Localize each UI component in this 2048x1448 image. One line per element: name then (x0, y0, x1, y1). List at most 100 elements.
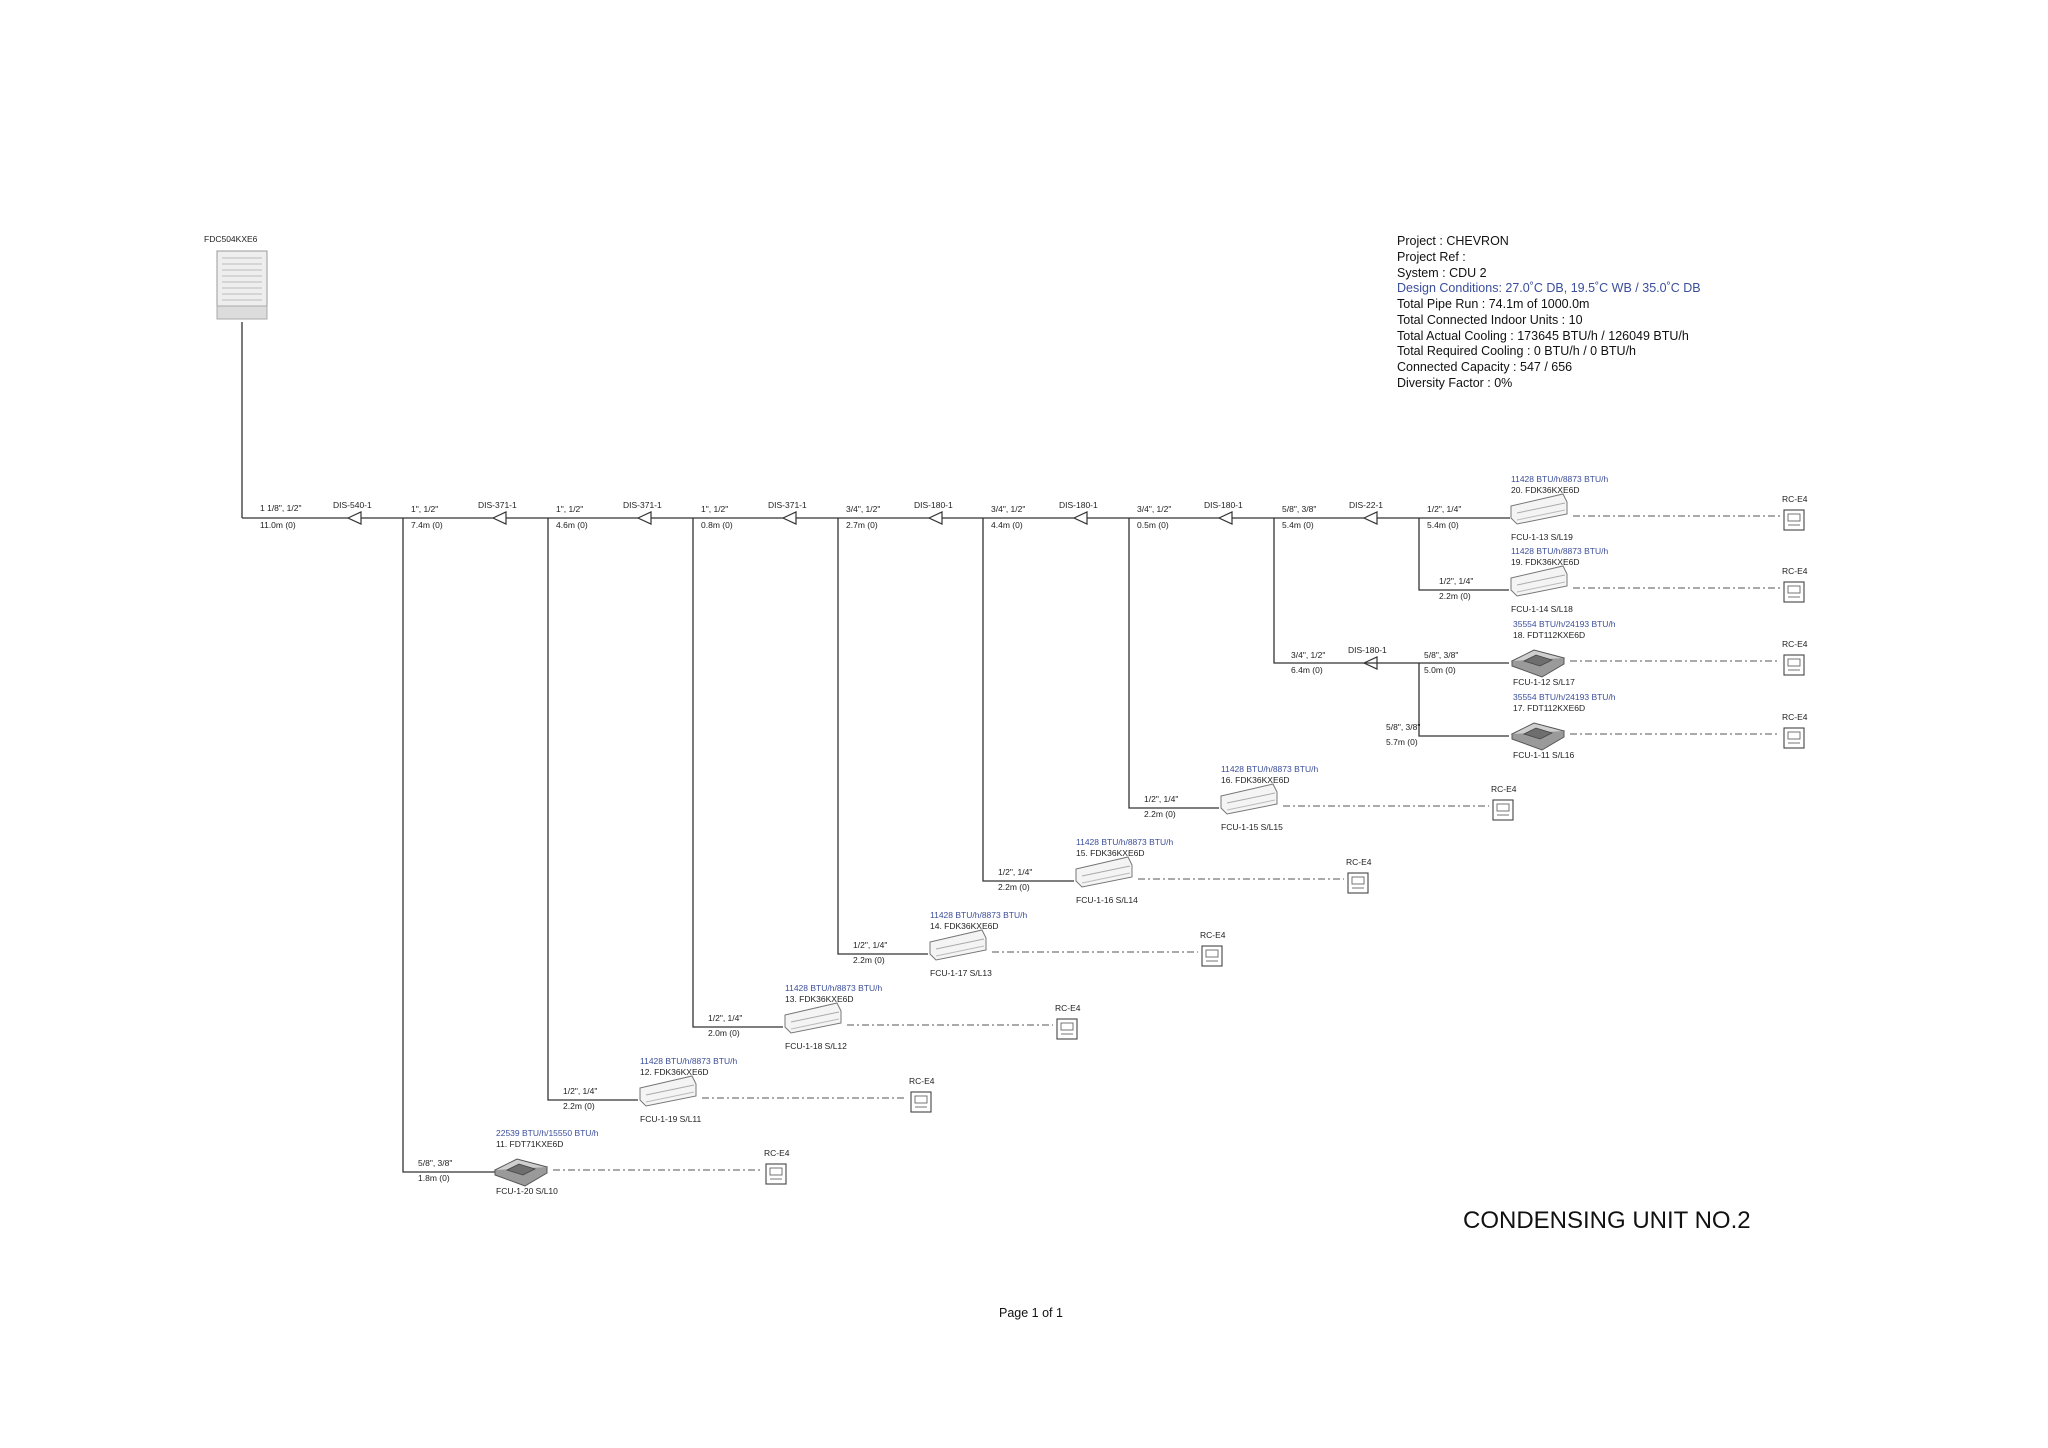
indoor-unit-tag: FCU-1-14 S/L18 (1511, 604, 1573, 614)
wall-unit-icon (929, 929, 987, 961)
page-number: Page 1 of 1 (999, 1306, 1063, 1320)
branch-kit-label: DIS-540-1 (333, 500, 372, 510)
indoor-unit-model: 15. FDK36KXE6D (1076, 848, 1145, 858)
pipe-network (241, 322, 1510, 1173)
remote-controller-label: RC-E4 (1055, 1003, 1081, 1013)
indoor-unit-capacity: 35554 BTU/h/24193 BTU/h (1513, 692, 1616, 702)
branch-pipe-length: 4.4m (0) (991, 520, 1023, 530)
sub-branch-drop-pipe (1418, 663, 1509, 737)
remote-controller-label: RC-E4 (1346, 857, 1372, 867)
branch-kit-symbol (1072, 511, 1088, 525)
indoor-pipe-length: 2.2m (0) (998, 882, 1030, 892)
outdoor-unit-model: FDC504KXE6 (204, 234, 258, 244)
sub-branch-pipe-in-length: 6.4m (0) (1291, 665, 1323, 675)
indoor-pipe-length: 2.2m (0) (563, 1101, 595, 1111)
indoor-drop-pipe (402, 518, 519, 1173)
indoor-unit-model: 13. FDK36KXE6D (785, 994, 854, 1004)
branch-kit-label: DIS-371-1 (623, 500, 662, 510)
branch-pipe-length: 0.8m (0) (701, 520, 733, 530)
indoor-pipe-length: 2.2m (0) (1439, 591, 1471, 601)
total-pipe-run: Total Pipe Run : 74.1m of 1000.0m (1397, 297, 1589, 311)
sub-branch-pipe-in-size: 3/4", 1/2" (1291, 650, 1325, 660)
project-info-block: Project : CHEVRON Project Ref : System :… (1397, 234, 1701, 390)
branch-kit-symbol (781, 511, 797, 525)
wall-unit-icon (1220, 783, 1278, 815)
indoor-pipe-size: 1/2", 1/4" (708, 1013, 742, 1023)
branch-kit-label: DIS-180-1 (1204, 500, 1243, 510)
indoor-pipe-size: 1/2", 1/4" (1439, 576, 1473, 586)
indoor-unit-capacity: 11428 BTU/h/8873 BTU/h (1221, 764, 1318, 774)
remote-controller-label: RC-E4 (1782, 494, 1808, 504)
remote-controller-icon (1783, 727, 1805, 749)
indoor-drop-pipe (982, 518, 1074, 882)
branch-kit-symbol (927, 511, 943, 525)
branch-pipe-size: 5/8", 3/8" (1282, 504, 1316, 514)
indoor-unit-tag: FCU-1-12 S/L17 (1513, 677, 1575, 687)
remote-controller-label: RC-E4 (764, 1148, 790, 1158)
cassette-unit-icon (493, 1158, 549, 1187)
indoor-unit-model: 11. FDT71KXE6D (496, 1139, 563, 1149)
branch-pipe-size: 3/4", 1/2" (991, 504, 1025, 514)
indoor-unit-tag: FCU-1-19 S/L11 (640, 1114, 702, 1124)
indoor-unit-capacity: 22539 BTU/h/15550 BTU/h (496, 1128, 599, 1138)
sub-branch-kit-label: DIS-180-1 (1348, 645, 1387, 655)
diversity-factor: Diversity Factor : 0% (1397, 376, 1512, 390)
remote-controller-label: RC-E4 (1782, 639, 1808, 649)
indoor-unit-model: 17. FDT112KXE6D (1513, 703, 1585, 713)
main-pipe-length: 11.0m (0) (260, 520, 296, 530)
remote-controller-label: RC-E4 (1782, 566, 1808, 576)
remote-controller-label: RC-E4 (1491, 784, 1517, 794)
branch-kit-label: DIS-371-1 (478, 500, 517, 510)
indoor-unit-tag: FCU-1-16 S/L14 (1076, 895, 1138, 905)
branch-kit-label: DIS-180-1 (1059, 500, 1098, 510)
unit-19-drop-pipe (1418, 518, 1509, 591)
sub-branch-feed-pipe (1273, 518, 1364, 664)
wall-unit-icon (1075, 856, 1133, 888)
branch-pipe-size: 3/4", 1/2" (1137, 504, 1171, 514)
branch-kit-label: DIS-180-1 (914, 500, 953, 510)
remote-controller-label: RC-E4 (1782, 712, 1808, 722)
branch-kit-symbol (636, 511, 652, 525)
indoor-unit-model: 20. FDK36KXE6D (1511, 485, 1580, 495)
wall-unit-icon (639, 1075, 697, 1107)
remote-controller-icon (1783, 654, 1805, 676)
branch-kit-label: DIS-371-1 (768, 500, 807, 510)
indoor-pipe-size: 1/2", 1/4" (1144, 794, 1178, 804)
cassette-unit-icon (1510, 649, 1566, 678)
connected-capacity: Connected Capacity : 547 / 656 (1397, 360, 1572, 374)
indoor-pipe-length: 2.2m (0) (1144, 809, 1176, 819)
indoor-unit-capacity: 11428 BTU/h/8873 BTU/h (1511, 474, 1608, 484)
remote-controller-icon (1201, 945, 1223, 967)
control-wiring (553, 515, 1780, 1171)
remote-controller-icon (1783, 581, 1805, 603)
branch-pipe-length: 5.4m (0) (1282, 520, 1314, 530)
total-indoor-units: Total Connected Indoor Units : 10 (1397, 313, 1583, 327)
indoor-unit-model: 19. FDK36KXE6D (1511, 557, 1580, 567)
remote-controller-icon (910, 1091, 932, 1113)
design-conditions: Design Conditions: 27.0˚C DB, 19.5˚C WB … (1397, 281, 1701, 295)
wall-unit-icon (1510, 565, 1568, 597)
indoor-unit-capacity: 11428 BTU/h/8873 BTU/h (930, 910, 1027, 920)
branch-pipe-size: 1", 1/2" (556, 504, 583, 514)
total-actual-cooling: Total Actual Cooling : 173645 BTU/h / 12… (1397, 329, 1689, 343)
branch-kit-symbol (1217, 511, 1233, 525)
indoor-pipe-size: 1/2", 1/4" (563, 1086, 597, 1096)
main-pipe-size: 1 1/8", 1/2" (260, 503, 301, 513)
branch-pipe-size: 1", 1/2" (701, 504, 728, 514)
remote-controller-icon (1492, 799, 1514, 821)
remote-controller-icon (1347, 872, 1369, 894)
cassette-unit-icon (1510, 722, 1566, 751)
indoor-unit-tag: FCU-1-15 S/L15 (1221, 822, 1283, 832)
indoor-unit-model: 16. FDK36KXE6D (1221, 775, 1290, 785)
branch-pipe-size: 1", 1/2" (411, 504, 438, 514)
indoor-unit-model: 12. FDK36KXE6D (640, 1067, 709, 1077)
indoor-pipe-size: 1/2", 1/4" (998, 867, 1032, 877)
branch-pipe-length: 5.4m (0) (1427, 520, 1459, 530)
indoor-drop-pipe (692, 518, 783, 1028)
branch-pipe-size: 3/4", 1/2" (846, 504, 880, 514)
indoor-drop-pipe (1128, 518, 1219, 809)
wall-unit-icon (1510, 493, 1568, 525)
indoor-pipe-length: 5.7m (0) (1386, 737, 1418, 747)
sub-branch-pipe-out-length: 5.0m (0) (1424, 665, 1456, 675)
